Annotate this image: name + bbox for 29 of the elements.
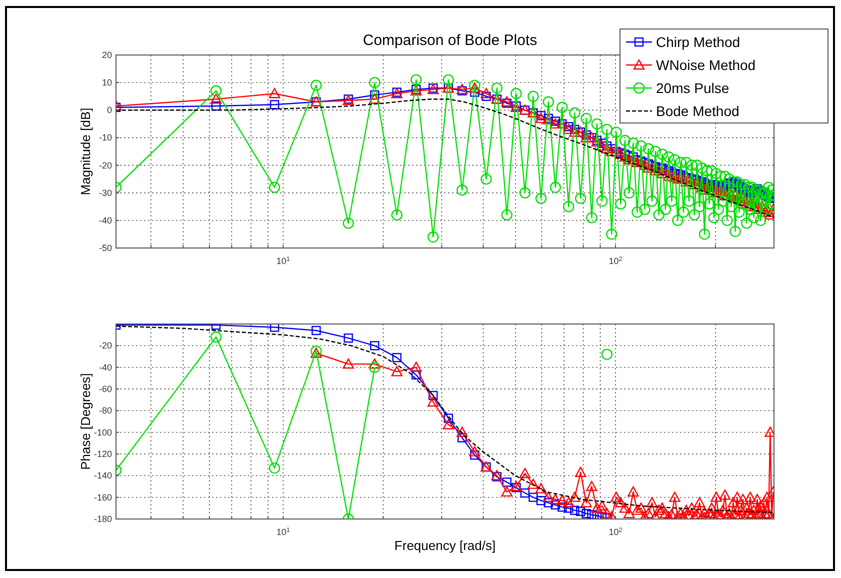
legend-label: 20ms Pulse (656, 80, 730, 96)
y-tick-label: -20 (98, 340, 112, 351)
x-tick-label: 10$^{1}$ (276, 526, 290, 537)
x-axis-title: Frequency [rad/s] (394, 538, 496, 553)
y-tick-label: 0 (106, 105, 112, 116)
y-tick-label: -40 (98, 215, 112, 226)
y-tick-label: -140 (94, 470, 112, 481)
y-tick-label: -120 (94, 449, 112, 459)
legend-label: Bode Method (656, 103, 740, 119)
y-tick-label: -100 (94, 427, 112, 438)
legend-label: WNoise Method (656, 57, 756, 73)
y-tick-label: -160 (94, 492, 112, 502)
y-axis-title: Phase [Degrees] (78, 373, 93, 470)
y-tick-label: -40 (98, 362, 112, 372)
chart-title: Comparison of Bode Plots (362, 32, 538, 49)
legend-label: Chirp Method (656, 34, 740, 50)
y-tick-label: -10 (98, 132, 112, 143)
y-tick-label: -80 (98, 406, 112, 416)
x-tick-label: 10$^{2}$ (608, 526, 623, 537)
y-tick-label: 10 (102, 78, 112, 88)
y-tick-label: -30 (98, 188, 112, 198)
y-tick-label: 20 (102, 50, 112, 60)
x-tick-label: 10$^{1}$ (276, 256, 290, 266)
x-tick-label: 10$^{2}$ (608, 256, 623, 266)
y-axis-title: Magnitude [dB] (78, 108, 93, 196)
y-tick-label: -60 (98, 384, 112, 394)
y-tick-label: -180 (94, 514, 112, 524)
y-tick-label: -50 (98, 243, 112, 253)
y-tick-label: -20 (98, 160, 112, 170)
